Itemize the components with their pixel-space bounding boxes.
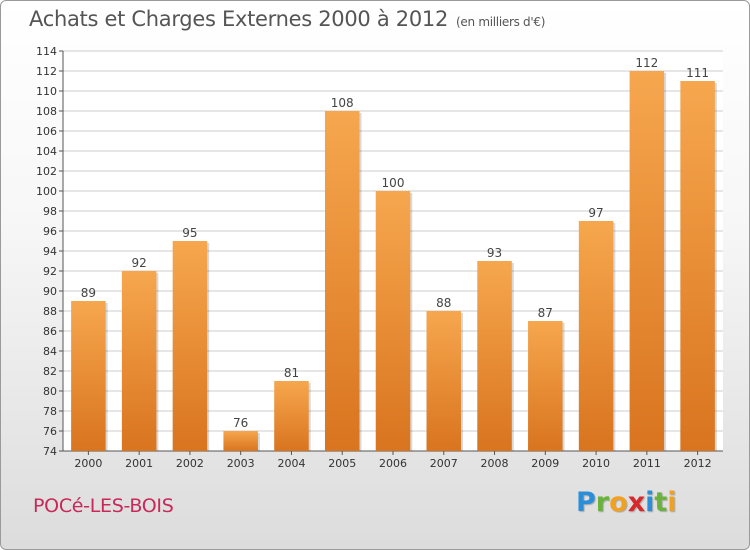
x-tick-label: 2002 <box>176 457 204 470</box>
x-tick-label: 2012 <box>684 457 712 470</box>
logo-letter: i <box>645 487 655 518</box>
y-tick-label: 100 <box>36 185 57 198</box>
bar <box>172 241 208 451</box>
logo-letter: P <box>576 487 596 518</box>
y-tick-label: 110 <box>36 85 57 98</box>
bar-value-label: 88 <box>436 296 451 310</box>
y-tick-label: 98 <box>43 205 57 218</box>
bar-value-label: 95 <box>182 226 197 240</box>
bar-value-label: 87 <box>538 306 553 320</box>
bar <box>528 321 563 451</box>
y-tick-label: 88 <box>43 305 57 318</box>
x-tick-label: 2004 <box>277 457 305 470</box>
y-tick-label: 82 <box>43 365 57 378</box>
chart-title-text: Achats et Charges Externes 2000 à 2012 <box>29 7 449 31</box>
logo-letter: t <box>654 487 668 518</box>
y-tick-label: 76 <box>43 425 57 438</box>
bar-value-label: 108 <box>331 96 354 110</box>
proxiti-logo: Proxiti <box>576 487 677 518</box>
bar <box>629 71 665 451</box>
x-tick-label: 2010 <box>582 457 610 470</box>
chart-unit: (en milliers d'€) <box>456 15 546 29</box>
bar <box>71 301 106 451</box>
y-tick-label: 112 <box>36 65 57 78</box>
x-tick-label: 2009 <box>531 457 559 470</box>
bar-value-label: 111 <box>686 66 709 80</box>
x-tick-label: 2005 <box>328 457 356 470</box>
bar <box>324 111 360 451</box>
bar <box>375 191 411 451</box>
y-tick-label: 78 <box>43 405 57 418</box>
bar <box>477 261 512 451</box>
y-tick-label: 102 <box>36 165 57 178</box>
bar-value-label: 93 <box>487 246 502 260</box>
bar <box>680 81 715 451</box>
y-tick-label: 90 <box>43 285 57 298</box>
bar <box>578 221 614 451</box>
logo-letter: r <box>595 487 610 518</box>
logo-letter: x <box>627 487 646 518</box>
y-tick-label: 94 <box>43 245 57 258</box>
commune-name: POCé-LES-BOIS <box>33 495 174 517</box>
y-tick-label: 86 <box>43 325 57 338</box>
y-tick-label: 92 <box>43 265 57 278</box>
y-tick-label: 114 <box>36 45 57 58</box>
bar-value-label: 92 <box>132 256 147 270</box>
y-tick-label: 108 <box>36 105 57 118</box>
y-tick-label: 104 <box>36 145 57 158</box>
x-tick-label: 2006 <box>379 457 407 470</box>
bar-value-label: 81 <box>284 366 299 380</box>
x-tick-label: 2007 <box>430 457 458 470</box>
logo-letter: o <box>609 487 628 518</box>
x-tick-label: 2008 <box>481 457 509 470</box>
bar-value-label: 97 <box>588 206 603 220</box>
y-tick-label: 96 <box>43 225 57 238</box>
chart-title: Achats et Charges Externes 2000 à 2012 (e… <box>29 7 545 31</box>
bar-value-label: 76 <box>233 416 248 430</box>
bar <box>121 271 157 451</box>
bar-value-label: 89 <box>81 286 96 300</box>
x-tick-label: 2011 <box>633 457 661 470</box>
bar <box>223 431 258 451</box>
x-tick-label: 2000 <box>74 457 102 470</box>
x-tick-label: 2003 <box>227 457 255 470</box>
x-tick-label: 2001 <box>125 457 153 470</box>
y-tick-label: 84 <box>43 345 57 358</box>
bar-value-label: 100 <box>382 176 405 190</box>
logo-letter: i <box>667 487 677 518</box>
y-tick-label: 80 <box>43 385 57 398</box>
y-tick-label: 106 <box>36 125 57 138</box>
bar-value-label: 112 <box>635 56 658 70</box>
bar <box>274 381 309 451</box>
y-tick-label: 74 <box>43 445 57 458</box>
bar <box>426 311 462 451</box>
